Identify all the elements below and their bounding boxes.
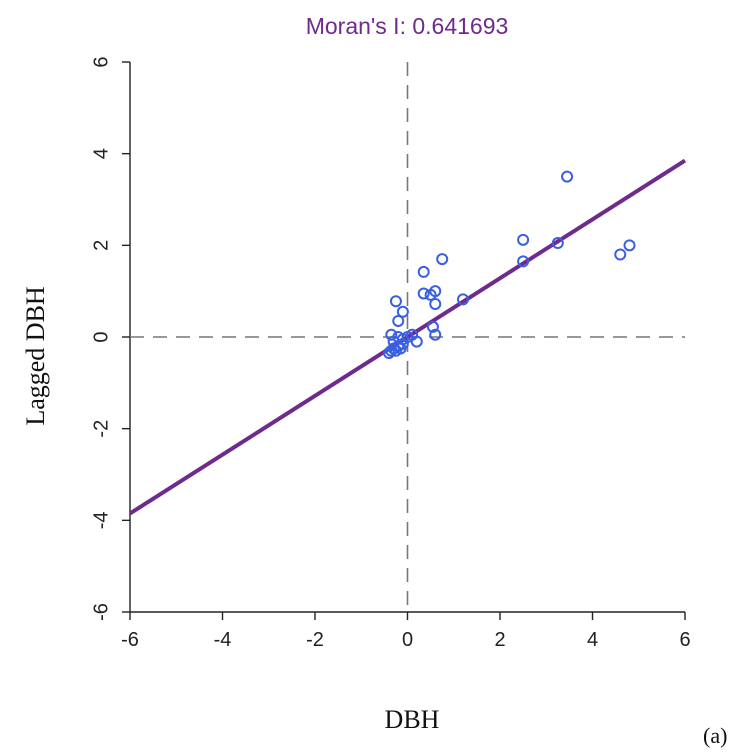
x-tick-label: -4 (214, 629, 232, 651)
data-point (561, 170, 574, 183)
chart-title: Moran's I: 0.641693 (306, 13, 509, 39)
data-point (417, 287, 430, 300)
data-point (614, 248, 627, 261)
y-tick-label: 0 (90, 331, 112, 342)
data-point (436, 253, 449, 266)
data-point (396, 305, 409, 318)
data-point (517, 255, 530, 268)
y-tick-label: 2 (90, 240, 112, 251)
data-point (457, 293, 469, 306)
data-point (417, 265, 430, 278)
x-tick-label: 0 (402, 629, 413, 651)
y-tick-label: -2 (90, 420, 112, 438)
data-point (429, 298, 442, 310)
x-tick-label: 2 (494, 629, 505, 651)
y-tick-label: 4 (90, 148, 112, 159)
y-tick-label: -4 (90, 511, 112, 529)
data-point (410, 335, 423, 348)
data-point (389, 295, 402, 308)
data-point (429, 328, 442, 341)
data-point (385, 328, 398, 341)
x-axis-title: DBH (385, 705, 440, 734)
x-tick-label: 6 (679, 629, 690, 651)
data-point (551, 237, 564, 250)
axes: -6 -4 -2 0 2 4 6 -6 -4 -2 0 2 4 6 (90, 56, 690, 651)
x-tick-label: -6 (121, 629, 139, 651)
data-point (517, 233, 530, 246)
data-point (429, 285, 442, 298)
y-tick-label: -6 (90, 603, 112, 621)
y-tick-label: 6 (90, 56, 112, 67)
panel-label: (a) (703, 723, 727, 748)
data-point (623, 239, 636, 252)
x-tick-label: 4 (587, 629, 598, 651)
data-point (392, 314, 405, 327)
y-axis-title: Lagged DBH (21, 286, 50, 426)
x-tick-label: -2 (306, 629, 324, 651)
data-point (426, 320, 439, 333)
data-points (383, 170, 636, 360)
